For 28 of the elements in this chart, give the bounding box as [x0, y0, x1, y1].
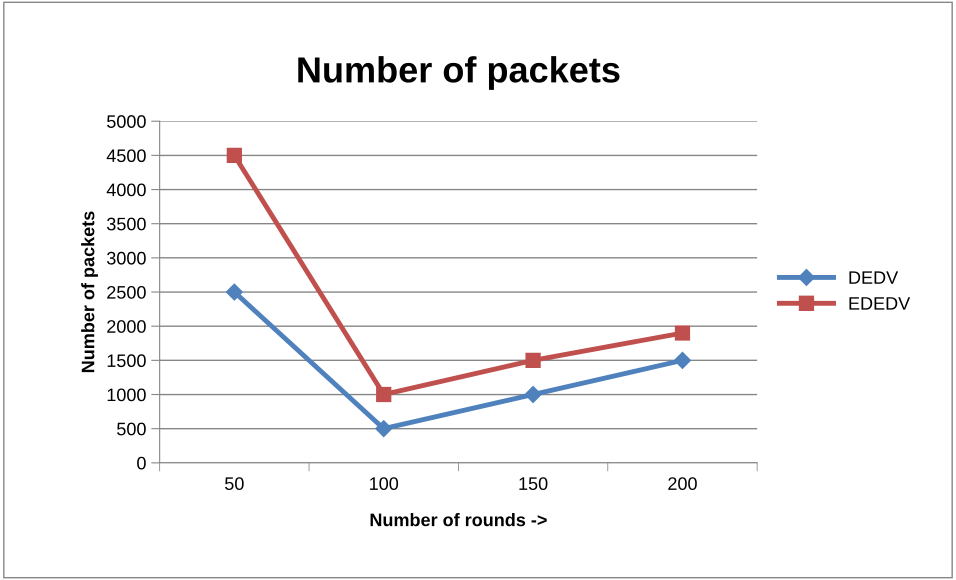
point	[524, 386, 542, 404]
y-tick-label: 3500	[106, 218, 146, 230]
y-tick-label: 4000	[106, 183, 146, 196]
point	[375, 420, 392, 438]
y-tick-label: 4500	[106, 149, 146, 162]
legend-label: DEDV	[849, 271, 898, 284]
point	[674, 352, 692, 369]
y-tick-label: 0	[137, 456, 146, 470]
point	[226, 148, 242, 164]
chart-title: Number of packets	[298, 56, 620, 90]
y-tick-label: 3000	[106, 252, 146, 265]
x-tick-label: 150	[519, 477, 548, 490]
y-tick-label: 1000	[108, 388, 146, 402]
y-tick-label: 500	[117, 422, 146, 436]
x-tick-label: 50	[225, 477, 244, 490]
y-tick-label: 2000	[107, 320, 146, 333]
point	[525, 352, 541, 368]
y-tick-label: 1500	[108, 354, 146, 368]
point	[376, 386, 392, 402]
x-axis-title: Number of rounds ->	[370, 513, 547, 526]
legend-label: EDEDV	[849, 297, 910, 310]
x-tick-label: 200	[668, 477, 697, 490]
y-axis-title: Number of packets	[81, 211, 98, 372]
y-tick-label: 2500	[107, 286, 146, 299]
point	[674, 325, 690, 341]
point	[226, 283, 243, 301]
y-tick-label: 5000	[107, 115, 146, 128]
x-tick-label: 100	[370, 477, 398, 490]
